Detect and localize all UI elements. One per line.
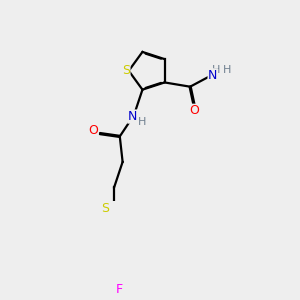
Text: F: F (116, 283, 123, 296)
Text: H: H (212, 65, 220, 75)
Text: O: O (189, 104, 199, 117)
Text: H: H (138, 117, 146, 127)
Text: H: H (223, 65, 231, 75)
Text: S: S (102, 202, 110, 215)
Text: O: O (88, 124, 98, 137)
Text: N: N (208, 69, 218, 82)
Text: S: S (122, 64, 130, 77)
Text: N: N (128, 110, 137, 123)
